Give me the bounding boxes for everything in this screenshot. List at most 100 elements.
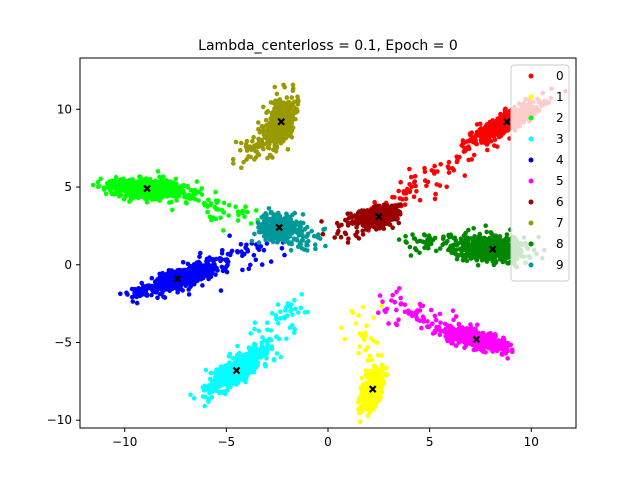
point (485, 147, 490, 153)
point (409, 310, 414, 316)
point (358, 410, 363, 416)
chart-title: Lambda_centerloss = 0.1, Epoch = 0 (198, 38, 458, 54)
point (451, 167, 457, 173)
point (459, 331, 464, 337)
point (377, 293, 383, 298)
point (486, 332, 492, 338)
point (462, 148, 468, 154)
point (200, 283, 205, 288)
point (355, 229, 360, 235)
point (252, 320, 258, 326)
point (432, 163, 437, 169)
point (268, 116, 274, 121)
point (370, 217, 376, 222)
point (471, 347, 477, 353)
point (397, 286, 402, 291)
point (205, 209, 210, 215)
point (296, 310, 301, 315)
point (408, 253, 414, 258)
point (105, 182, 111, 187)
point (264, 356, 269, 361)
point (132, 195, 137, 200)
point (422, 178, 428, 183)
point (468, 133, 473, 138)
point (290, 86, 296, 91)
point (382, 308, 387, 313)
point (90, 182, 96, 188)
point (499, 352, 505, 357)
point (264, 110, 269, 115)
point (261, 247, 267, 253)
point (153, 280, 158, 285)
point (413, 312, 419, 318)
point (295, 109, 300, 114)
point (445, 333, 451, 339)
point (273, 128, 279, 133)
point (451, 317, 456, 323)
point (284, 304, 289, 310)
point (243, 142, 249, 147)
point (259, 262, 265, 267)
point (472, 135, 478, 141)
point (265, 155, 270, 161)
point (206, 399, 211, 405)
point (343, 231, 349, 237)
point (377, 397, 383, 403)
point (206, 258, 211, 264)
point (230, 156, 236, 162)
point (368, 336, 374, 341)
point (277, 97, 283, 102)
point (355, 406, 361, 412)
point (98, 176, 103, 182)
point (477, 121, 483, 127)
point (246, 365, 252, 370)
point (494, 120, 500, 126)
point (483, 339, 489, 344)
point (157, 187, 162, 193)
point (364, 323, 369, 329)
point (170, 207, 175, 213)
point (240, 253, 245, 258)
point (186, 281, 191, 286)
point (243, 371, 248, 376)
point (241, 159, 246, 165)
point (197, 254, 202, 259)
point (371, 315, 377, 321)
point (379, 304, 384, 309)
point (207, 390, 212, 396)
point (396, 220, 402, 226)
point (208, 370, 214, 376)
point (345, 223, 351, 228)
point (275, 302, 281, 307)
point (356, 236, 362, 241)
point (353, 321, 359, 326)
point (253, 208, 259, 213)
point (158, 195, 163, 201)
point (231, 161, 236, 166)
point (484, 344, 489, 350)
point (362, 393, 368, 399)
point (255, 120, 261, 125)
point (259, 137, 265, 143)
point (463, 341, 469, 346)
point (302, 310, 308, 315)
point (469, 332, 474, 337)
point (139, 194, 145, 200)
point (425, 319, 430, 324)
point (450, 330, 456, 336)
point (95, 179, 101, 185)
point (183, 193, 188, 198)
point (509, 347, 515, 353)
point (437, 311, 443, 317)
point (394, 289, 399, 295)
point (359, 220, 365, 226)
point (274, 351, 280, 356)
point (446, 170, 452, 175)
point (430, 321, 435, 327)
point (111, 191, 117, 196)
point (392, 299, 398, 305)
point (149, 184, 154, 189)
point (178, 270, 184, 276)
point (252, 157, 257, 162)
point (218, 389, 223, 395)
